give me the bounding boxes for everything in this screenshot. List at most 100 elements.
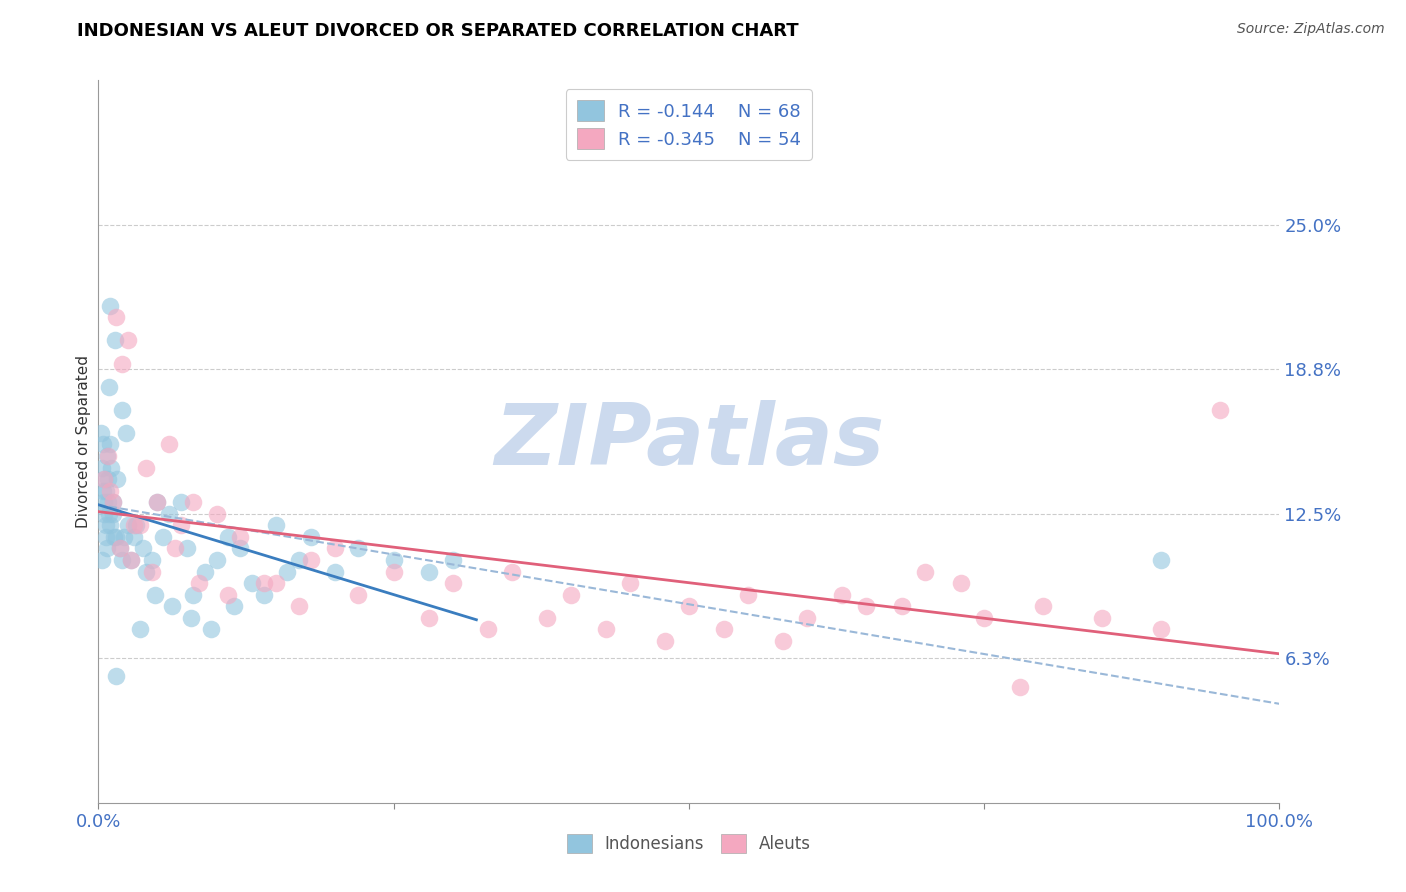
Point <box>187 576 209 591</box>
Point <box>890 599 912 614</box>
Point <box>536 611 558 625</box>
Point <box>96 541 118 556</box>
Point <box>135 460 157 475</box>
Point <box>1091 611 1114 625</box>
Point <box>91 553 114 567</box>
Point <box>949 576 972 591</box>
Point <box>122 530 145 544</box>
Point <box>111 357 134 371</box>
Point <box>678 599 700 614</box>
Point <box>132 541 155 556</box>
Point <box>217 530 239 544</box>
Point <box>914 565 936 579</box>
Point <box>146 495 169 509</box>
Point <box>181 588 204 602</box>
Point <box>831 588 853 602</box>
Point <box>737 588 759 602</box>
Point <box>205 553 228 567</box>
Point <box>108 541 131 556</box>
Point <box>97 449 120 463</box>
Point <box>108 541 131 556</box>
Point <box>1032 599 1054 614</box>
Point <box>1209 402 1232 417</box>
Point <box>105 472 128 486</box>
Point <box>94 483 117 498</box>
Point <box>157 437 180 451</box>
Point <box>264 518 287 533</box>
Point <box>418 611 440 625</box>
Point <box>94 518 117 533</box>
Point <box>98 507 121 521</box>
Legend: Indonesians, Aleuts: Indonesians, Aleuts <box>560 827 818 860</box>
Point <box>772 634 794 648</box>
Point <box>114 425 136 440</box>
Point <box>170 495 193 509</box>
Point <box>101 507 124 521</box>
Point <box>98 299 121 313</box>
Point <box>855 599 877 614</box>
Point <box>101 495 124 509</box>
Point <box>97 472 120 486</box>
Point <box>382 553 405 567</box>
Point <box>97 495 120 509</box>
Point <box>181 495 204 509</box>
Point <box>152 530 174 544</box>
Point <box>112 530 135 544</box>
Point <box>146 495 169 509</box>
Point <box>229 541 252 556</box>
Point <box>165 541 187 556</box>
Point <box>441 553 464 567</box>
Point <box>93 472 115 486</box>
Point <box>93 472 115 486</box>
Point <box>91 460 114 475</box>
Point <box>101 495 124 509</box>
Point <box>105 668 128 682</box>
Point <box>125 518 148 533</box>
Point <box>93 507 115 521</box>
Point <box>501 565 523 579</box>
Point <box>654 634 676 648</box>
Point <box>713 623 735 637</box>
Point <box>157 507 180 521</box>
Point <box>98 379 121 393</box>
Point <box>477 623 499 637</box>
Point <box>229 530 252 544</box>
Point <box>176 541 198 556</box>
Point <box>100 460 122 475</box>
Point <box>98 437 121 451</box>
Point <box>141 553 163 567</box>
Point <box>128 518 150 533</box>
Point <box>323 565 346 579</box>
Point <box>180 611 202 625</box>
Point <box>194 565 217 579</box>
Point <box>128 623 150 637</box>
Point <box>323 541 346 556</box>
Point <box>98 483 121 498</box>
Point <box>143 588 166 602</box>
Text: INDONESIAN VS ALEUT DIVORCED OR SEPARATED CORRELATION CHART: INDONESIAN VS ALEUT DIVORCED OR SEPARATE… <box>77 22 799 40</box>
Point <box>619 576 641 591</box>
Text: ZIPatlas: ZIPatlas <box>494 400 884 483</box>
Point <box>121 553 143 567</box>
Point <box>264 576 287 591</box>
Point <box>105 310 128 325</box>
Point <box>135 565 157 579</box>
Point <box>1008 680 1031 694</box>
Y-axis label: Divorced or Separated: Divorced or Separated <box>76 355 91 528</box>
Point <box>217 588 239 602</box>
Point <box>117 334 139 348</box>
Point <box>253 588 276 602</box>
Point <box>122 518 145 533</box>
Point <box>288 553 311 567</box>
Point <box>94 530 117 544</box>
Point <box>105 530 128 544</box>
Point <box>121 553 143 567</box>
Point <box>205 507 228 521</box>
Text: Source: ZipAtlas.com: Source: ZipAtlas.com <box>1237 22 1385 37</box>
Point <box>98 518 121 533</box>
Point <box>441 576 464 591</box>
Point <box>91 483 114 498</box>
Point <box>170 518 193 533</box>
Point <box>382 565 405 579</box>
Point <box>973 611 995 625</box>
